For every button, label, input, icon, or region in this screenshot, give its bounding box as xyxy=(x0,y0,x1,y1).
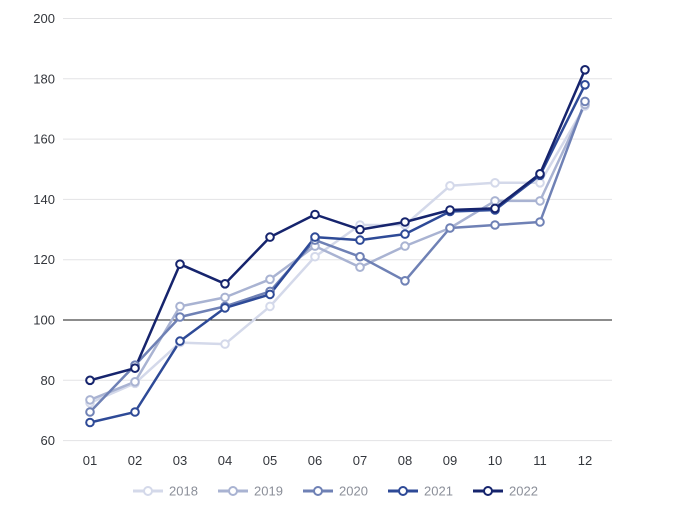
data-point-marker xyxy=(220,303,230,313)
x-tick-label: 02 xyxy=(128,453,142,468)
data-point-marker xyxy=(490,203,500,214)
series-markers xyxy=(85,65,590,428)
data-point-marker xyxy=(130,407,140,417)
x-tick-label: 06 xyxy=(308,453,322,468)
legend-swatch-marker xyxy=(143,486,153,496)
legend-swatch-marker xyxy=(228,486,238,496)
data-point-marker xyxy=(265,301,275,312)
data-point-marker xyxy=(175,312,185,322)
data-point-marker xyxy=(355,235,365,245)
y-tick-label: 160 xyxy=(33,132,55,147)
legend-label-2020: 2020 xyxy=(339,484,368,499)
y-tick-label: 100 xyxy=(33,313,55,328)
data-point-marker xyxy=(220,279,230,289)
legend-item-2022: 2022 xyxy=(473,484,538,499)
data-point-marker xyxy=(490,178,500,188)
y-tick-label: 60 xyxy=(41,433,55,448)
data-point-marker xyxy=(400,217,410,227)
x-tick-label: 12 xyxy=(578,453,592,468)
legend-label-2021: 2021 xyxy=(424,484,453,499)
data-point-marker xyxy=(85,375,95,386)
series-lines xyxy=(88,68,587,424)
legend-swatch-marker xyxy=(398,486,408,496)
legend-swatch-marker xyxy=(313,486,323,496)
data-point-marker xyxy=(445,205,455,215)
data-point-marker xyxy=(535,196,545,206)
data-point-marker xyxy=(400,276,410,286)
y-tick-label: 120 xyxy=(33,252,55,267)
x-axis-labels: 01 02 03 04 05 06 07 08 09 10 11 12 xyxy=(83,453,592,468)
data-point-marker xyxy=(355,251,365,262)
y-tick-label: 200 xyxy=(33,11,55,26)
data-point-marker xyxy=(580,65,590,75)
data-point-marker xyxy=(535,178,545,188)
data-point-marker xyxy=(85,407,95,417)
x-tick-label: 05 xyxy=(263,453,277,468)
data-point-marker xyxy=(220,292,230,303)
x-tick-label: 03 xyxy=(173,453,187,468)
x-tick-label: 08 xyxy=(398,453,412,468)
legend-item-2018: 2018 xyxy=(133,484,198,499)
data-point-marker xyxy=(85,395,95,405)
legend-item-2019: 2019 xyxy=(218,484,283,499)
y-axis-labels: 60 80 100 120 140 160 180 200 xyxy=(33,11,55,448)
y-tick-label: 180 xyxy=(33,71,55,86)
x-tick-label: 11 xyxy=(533,453,547,468)
data-point-marker xyxy=(130,377,140,387)
data-point-marker xyxy=(580,96,590,107)
data-point-marker xyxy=(175,301,185,312)
data-point-marker xyxy=(490,196,500,206)
legend-label-2018: 2018 xyxy=(169,484,198,499)
legend-swatch-marker xyxy=(483,486,493,496)
data-point-marker xyxy=(175,259,185,270)
x-tick-label: 09 xyxy=(443,453,457,468)
data-point-marker xyxy=(310,251,320,262)
data-point-marker xyxy=(445,223,455,233)
x-tick-label: 01 xyxy=(83,453,97,468)
series-line-2019 xyxy=(88,103,587,402)
series-line-2021 xyxy=(88,83,587,424)
x-tick-label: 07 xyxy=(353,453,367,468)
series-line-2022 xyxy=(88,68,587,382)
series-markers-2018 xyxy=(85,101,590,408)
data-point-marker xyxy=(490,220,500,230)
legend-label-2019: 2019 xyxy=(254,484,283,499)
data-point-marker xyxy=(85,417,95,428)
data-point-marker xyxy=(400,241,410,251)
legend: 2018 2019 2020 2021 2022 xyxy=(133,484,538,499)
data-point-marker xyxy=(355,224,365,235)
data-point-marker xyxy=(265,289,275,300)
data-point-marker xyxy=(220,339,230,349)
series-markers-2022 xyxy=(85,65,590,386)
data-point-marker xyxy=(400,229,410,239)
data-point-marker xyxy=(535,217,545,227)
data-point-marker xyxy=(310,232,320,242)
series-markers-2021 xyxy=(85,80,590,428)
data-point-marker xyxy=(580,80,590,90)
series-line-2020 xyxy=(88,100,587,414)
gridlines xyxy=(63,18,612,442)
data-point-marker xyxy=(175,336,185,346)
data-point-marker xyxy=(130,363,140,374)
y-tick-label: 140 xyxy=(33,192,55,207)
data-point-marker xyxy=(535,169,545,179)
x-tick-label: 10 xyxy=(488,453,502,468)
series-line-2018 xyxy=(88,104,587,405)
data-point-marker xyxy=(310,209,320,220)
legend-item-2020: 2020 xyxy=(303,484,368,499)
y-tick-label: 80 xyxy=(41,373,55,388)
data-point-marker xyxy=(355,262,365,273)
x-tick-label: 04 xyxy=(218,453,232,468)
data-point-marker xyxy=(445,181,455,191)
legend-item-2021: 2021 xyxy=(388,484,453,499)
data-point-marker xyxy=(265,274,275,285)
legend-label-2022: 2022 xyxy=(509,484,538,499)
data-point-marker xyxy=(265,232,275,242)
